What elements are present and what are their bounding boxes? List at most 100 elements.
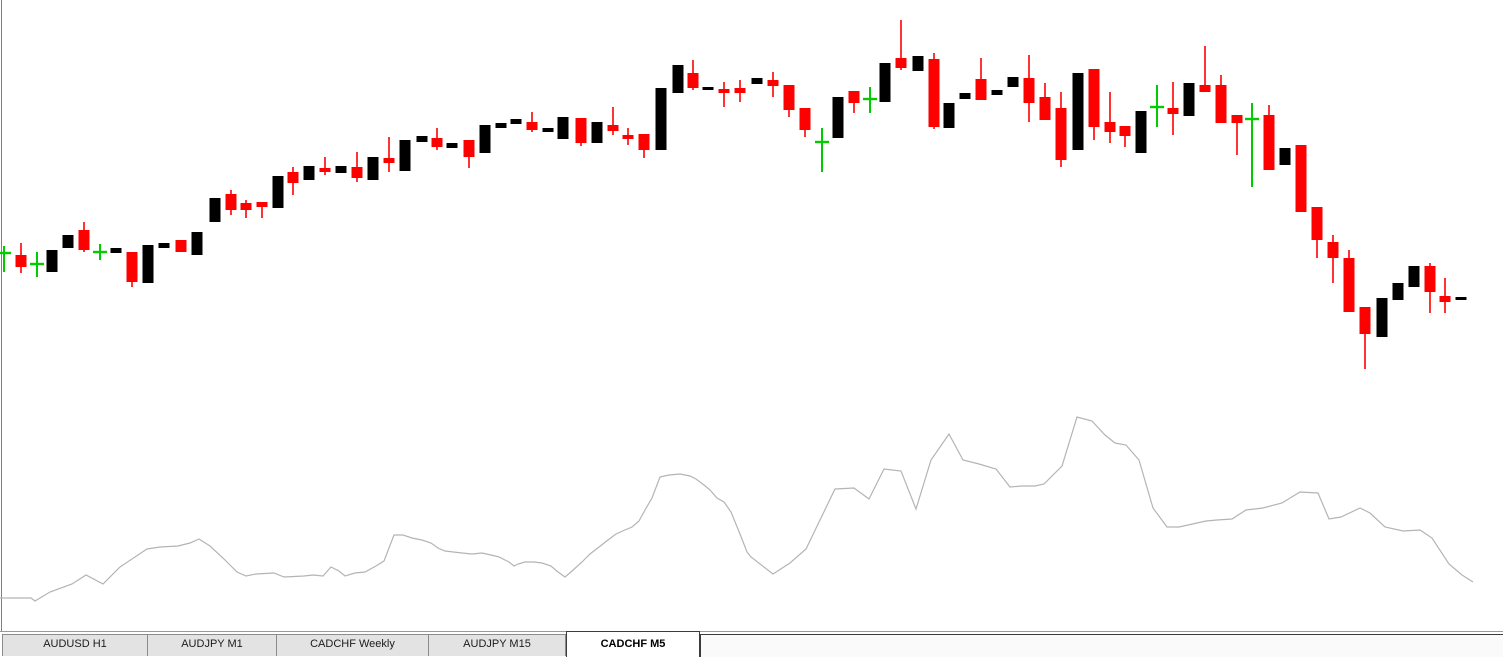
candle <box>78 222 90 252</box>
candle <box>1392 283 1404 300</box>
tab-audjpy-m15[interactable]: AUDJPY M15 <box>429 634 566 656</box>
doji-candle <box>0 246 11 272</box>
chart-area[interactable] <box>0 0 1503 632</box>
window-left-border <box>1 0 2 632</box>
candle <box>1215 75 1227 123</box>
candle <box>1279 148 1291 165</box>
candle <box>542 128 554 132</box>
tab-cadchf-weekly[interactable]: CADCHF Weekly <box>277 634 429 656</box>
doji-candle <box>1150 85 1164 127</box>
tab-cadchf-m5-active[interactable]: CADCHF M5 <box>566 631 700 657</box>
candle <box>351 152 363 182</box>
candle <box>928 53 940 129</box>
candle <box>463 140 475 168</box>
candle <box>158 243 170 248</box>
candle <box>1055 92 1067 167</box>
candle <box>591 122 603 143</box>
candle <box>1183 83 1195 116</box>
candle <box>718 82 730 107</box>
candle <box>1007 77 1019 87</box>
candle <box>399 140 411 171</box>
candle <box>1455 297 1467 300</box>
candle <box>1376 298 1388 337</box>
candle <box>1199 46 1211 92</box>
indicator-line <box>0 416 1474 602</box>
candle <box>1023 55 1035 122</box>
candle <box>15 243 27 273</box>
candle <box>799 108 811 137</box>
candle <box>1424 263 1436 313</box>
candle <box>783 85 795 117</box>
candle <box>975 58 987 100</box>
candle <box>510 119 522 124</box>
candle <box>126 252 138 287</box>
candle <box>1039 83 1051 120</box>
candle <box>1072 73 1084 150</box>
doji-candle <box>815 128 829 172</box>
candle <box>287 167 299 195</box>
candle <box>734 80 746 102</box>
tab-audusd-h1[interactable]: AUDUSD H1 <box>2 634 148 656</box>
candle <box>879 63 891 102</box>
tab-strip-empty-area[interactable] <box>700 634 1503 657</box>
candle <box>1167 82 1179 135</box>
candle <box>416 136 428 142</box>
candle <box>1135 111 1147 153</box>
candle <box>638 134 650 158</box>
candle <box>1088 69 1100 140</box>
candle <box>526 112 538 132</box>
candle <box>1359 307 1371 369</box>
candle <box>1327 235 1339 283</box>
doji-candle <box>93 244 107 260</box>
candle <box>751 78 763 84</box>
candle <box>209 198 221 222</box>
candle <box>622 128 634 145</box>
candle <box>848 91 860 113</box>
candle <box>110 248 122 253</box>
candle <box>1295 145 1307 212</box>
candle <box>62 235 74 248</box>
candle <box>672 65 684 93</box>
candle <box>767 72 779 97</box>
candle <box>46 250 58 272</box>
doji-candle <box>1245 103 1259 187</box>
doji-candle <box>30 252 44 277</box>
candle <box>943 103 955 128</box>
candle <box>1263 105 1275 170</box>
candle <box>175 240 187 252</box>
candle <box>1408 266 1420 287</box>
candle <box>142 245 154 283</box>
candle <box>607 107 619 135</box>
candle <box>1343 250 1355 312</box>
candle <box>319 157 331 175</box>
candle <box>383 137 395 172</box>
doji-candle <box>863 87 877 113</box>
candle <box>575 118 587 146</box>
candle <box>303 166 315 180</box>
candle <box>1231 115 1243 155</box>
candle <box>335 166 347 173</box>
candle <box>256 202 268 218</box>
candle <box>240 200 252 218</box>
candle <box>687 60 699 90</box>
candle <box>225 190 237 215</box>
candle <box>832 97 844 138</box>
candle <box>655 88 667 150</box>
candle <box>702 87 714 90</box>
candle <box>367 157 379 180</box>
candle <box>1439 278 1451 313</box>
candle <box>1104 92 1116 143</box>
candle <box>272 176 284 208</box>
chart-tab-bar: AUDUSD H1 AUDJPY M1 CADCHF Weekly AUDJPY… <box>0 631 1503 657</box>
candle <box>912 56 924 71</box>
candle <box>1311 207 1323 258</box>
candle <box>557 117 569 139</box>
candle <box>479 125 491 153</box>
chart-svg[interactable] <box>0 0 1503 632</box>
candle <box>191 232 203 255</box>
candle <box>895 20 907 70</box>
candle <box>959 93 971 99</box>
candle <box>495 123 507 128</box>
candle <box>991 90 1003 95</box>
tab-audjpy-m1[interactable]: AUDJPY M1 <box>148 634 277 656</box>
